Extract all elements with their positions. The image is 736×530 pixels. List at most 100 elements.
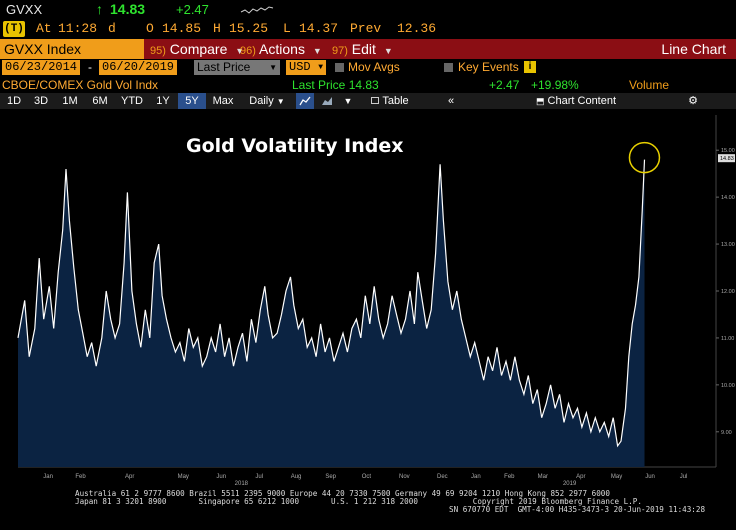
x-tick-label: Jul [255,474,263,480]
x-tick-label: Feb [75,474,86,480]
actions-label: Actions [259,41,305,57]
legend-bar: CBOE/COMEX Gold Vol Indx Last Price 14.8… [0,77,736,93]
legend-change: +2.47 [489,78,520,92]
frequency-select[interactable]: Daily ▼ [242,93,292,109]
footer-line-1: Australia 61 2 9777 8600 Brazil 5511 239… [75,489,610,498]
tab-5y[interactable]: 5Y [178,93,206,109]
tab-ytd[interactable]: YTD [121,95,143,107]
double-chevron-left-icon[interactable]: « [447,95,455,107]
currency-select[interactable]: USD ▼ [286,60,326,75]
x-tick-label: Nov [399,474,410,480]
edit-label: Edit [351,41,376,57]
low-value: 14.37 [299,21,339,36]
key-events-label: Key Events [458,60,519,74]
footer: Australia 61 2 9777 8600 Brazil 5511 239… [0,489,736,530]
x-tick-label: Dec [437,474,448,480]
highlight-circle [628,141,661,174]
chart-content-label: Chart Content [547,95,617,107]
at-label: At [36,21,52,36]
chart-content-icon: ⬒ [535,96,545,106]
field-select[interactable]: Last Price ▼ [194,60,280,75]
actions-button[interactable]: 96) Actions ▼ [240,39,322,59]
y-tick-label: 9.00 [721,430,732,436]
low-label: L [283,21,291,36]
prev-value: 12.36 [397,21,437,36]
trade-status-icon: (T) [3,21,25,37]
area-chart-icon[interactable] [318,93,336,109]
time-flag: d [108,21,116,36]
table-button[interactable]: Table [360,93,420,109]
tab-6m[interactable]: 6M [92,95,108,107]
x-tick-label: May [178,474,189,480]
line-chart-icon[interactable] [296,93,314,109]
mov-avgs-label: Mov Avgs [348,60,400,74]
price-chart[interactable]: Jan Feb Apr May Jun Jul Aug Sep Oct Nov Dec Jan Feb M… [0,109,736,489]
table-icon [371,97,380,104]
chevron-down-icon: ▼ [383,46,393,56]
mov-avgs-checkbox[interactable] [335,63,344,72]
sparkline-icon [240,6,274,14]
chevron-down-icon: ▼ [318,63,323,72]
compare-number: 95) [150,45,166,57]
ticker-bar: GVXX ↑ 14.83 +2.47 [0,0,736,20]
tab-max[interactable]: Max [212,95,234,107]
high-label: H [213,21,221,36]
settings-bar: 06/23/2014 - 06/20/2019 Last Price ▼ USD ▼… [0,59,736,77]
function-toolbar: GVXX Index 95) Compare ▼ 96) Actions ▼ 9… [0,39,736,59]
quote-bar: (T) At 11:28 d O 14.85 H 15.25 L 14.37 P… [0,20,736,39]
currency-value: USD [289,60,311,74]
key-events-checkbox[interactable] [444,63,453,72]
x-tick-label: Jan [471,474,481,480]
y-tick-label: 14.00 [721,195,735,201]
x-tick-label: Sep [325,474,336,480]
chart-type-title: Line Chart [661,41,726,57]
last-value-badge [718,154,735,163]
open-label: O [146,21,154,36]
tab-1y[interactable]: 1Y [156,95,170,107]
start-date-field[interactable]: 06/23/2014 [2,60,81,75]
gear-icon[interactable]: ⚙ [688,95,698,107]
open-value: 14.85 [162,21,202,36]
x-tick-label: Oct [362,474,372,480]
security-description: CBOE/COMEX Gold Vol Indx [2,78,159,92]
last-value-label: 14.83 [720,156,734,162]
legend-last-price: Last Price 14.83 [292,78,379,92]
year-label: 2019 [563,481,577,487]
table-label: Table [382,95,409,107]
actions-number: 96) [240,45,256,57]
x-axis: Jan Feb Apr May Jun Jul Aug Sep Oct Nov Dec Jan Feb M… [43,474,687,487]
tab-1d[interactable]: 1D [6,95,22,107]
prev-label: Prev [350,21,382,36]
chevron-down-icon: ▼ [269,63,277,72]
last-price: 14.83 [110,1,146,17]
date-dash: - [88,60,92,74]
security-field[interactable]: GVXX Index [0,39,144,59]
x-tick-label: Apr [576,474,585,480]
legend-volume: Volume [629,78,670,92]
tab-1m[interactable]: 1M [62,95,78,107]
ticker-symbol[interactable]: GVXX [6,2,43,17]
end-date-field[interactable]: 06/20/2019 [99,60,178,75]
y-tick-label: 15.00 [721,148,735,154]
field-select-value: Last Price [197,60,251,74]
x-tick-label: Jan [43,474,53,480]
price-line [17,159,646,448]
tab-3d[interactable]: 3D [33,95,49,107]
compare-button[interactable]: 95) Compare ▼ [150,39,244,59]
edit-button[interactable]: 97) Edit ▼ [332,39,393,59]
chart-content-button[interactable]: ⬒ Chart Content [526,93,626,109]
edit-number: 97) [332,45,348,57]
chevron-down-icon: ▼ [276,97,285,106]
legend-pct-change: +19.98% [531,78,579,92]
compare-label: Compare [169,41,228,57]
frequency-value: Daily [249,95,274,107]
x-tick-label: Apr [125,474,134,480]
info-icon[interactable]: i [524,61,536,73]
chevron-down-icon: ▼ [312,46,322,56]
y-tick-label: 12.00 [721,289,735,295]
y-tick-label: 10.00 [721,383,735,389]
year-label: 2018 [235,481,249,487]
chart-area: Jan Feb Apr May Jun Jul Aug Sep Oct Nov Dec Jan Feb M… [0,109,736,489]
x-tick-label: Jul [680,474,688,480]
chevron-down-icon[interactable]: ▼ [343,96,353,106]
